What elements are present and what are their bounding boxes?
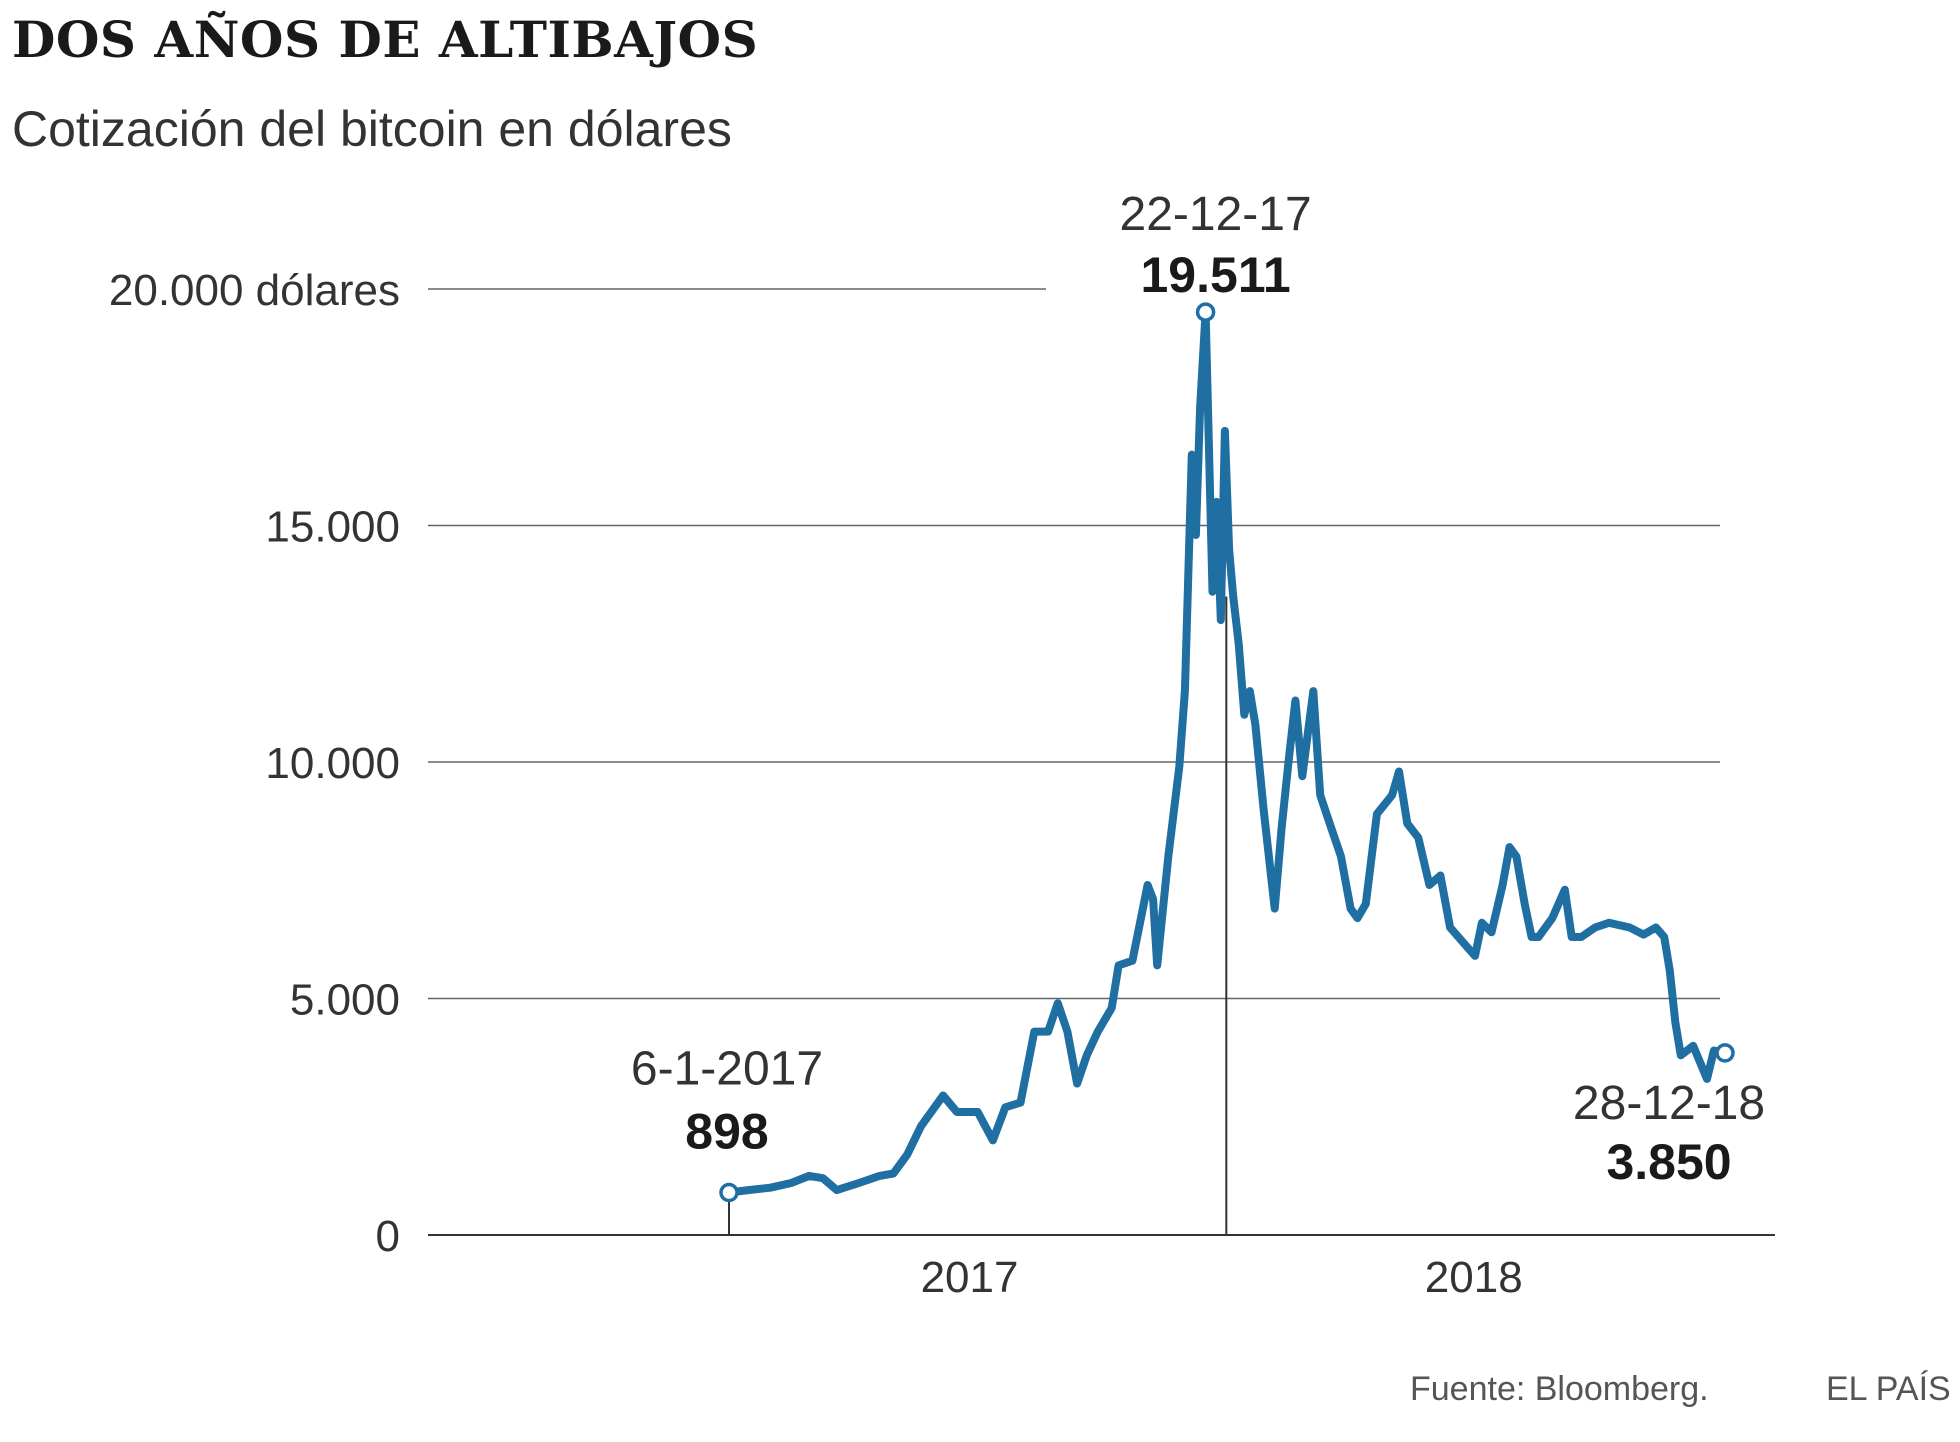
annotation-date: 22-12-17 <box>1120 188 1312 241</box>
annotation-marker <box>719 1182 739 1203</box>
annotation-value: 898 <box>685 1104 768 1160</box>
y-tick-label: 0 <box>376 1212 400 1261</box>
bitcoin-price-line <box>725 308 1729 1197</box>
annotations-group: 6-1-2017 898 22-12-17 19.511 28-12-183.850 <box>631 188 1765 1235</box>
chart-subtitle: Cotización del bitcoin en dólares <box>12 101 732 157</box>
annotation-value: 3.850 <box>1606 1134 1731 1190</box>
x-tick-label: 2017 <box>921 1253 1019 1302</box>
annotation-date: 6-1-2017 <box>631 1043 823 1096</box>
series-group <box>725 308 1729 1197</box>
annotation-marker <box>1715 1043 1735 1063</box>
annotation-date: 28-12-18 <box>1573 1077 1765 1130</box>
y-tick-label: 15.000 <box>265 503 400 552</box>
x-tick-label: 2018 <box>1425 1253 1523 1302</box>
grid-lines <box>428 288 1775 1236</box>
annotation-value: 19.511 <box>1141 247 1291 303</box>
source-note: Fuente: Bloomberg. <box>1410 1370 1709 1408</box>
y-tick-label: 10.000 <box>265 739 400 788</box>
annotation-marker <box>1195 302 1216 322</box>
y-tick-label: 20.000 dólares <box>109 266 400 315</box>
brand-label: EL PAÍS <box>1826 1370 1951 1408</box>
y-axis-ticks: 0 5.000 10.000 15.000 20.000 dólares <box>109 266 400 1261</box>
x-axis-ticks: 2017 2018 <box>921 1253 1523 1302</box>
y-tick-label: 5.000 <box>290 976 400 1025</box>
chart-title: DOS AÑOS DE ALTIBAJOS <box>12 10 759 69</box>
